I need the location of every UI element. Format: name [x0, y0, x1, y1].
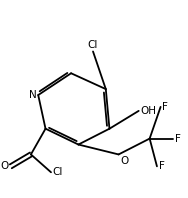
Text: OH: OH	[140, 106, 156, 116]
Text: N: N	[29, 90, 36, 100]
Text: F: F	[159, 161, 165, 171]
Text: Cl: Cl	[88, 39, 98, 50]
Text: O: O	[121, 156, 129, 167]
Text: O: O	[1, 161, 9, 171]
Text: F: F	[175, 134, 181, 144]
Text: Cl: Cl	[53, 167, 63, 177]
Text: F: F	[162, 102, 168, 112]
